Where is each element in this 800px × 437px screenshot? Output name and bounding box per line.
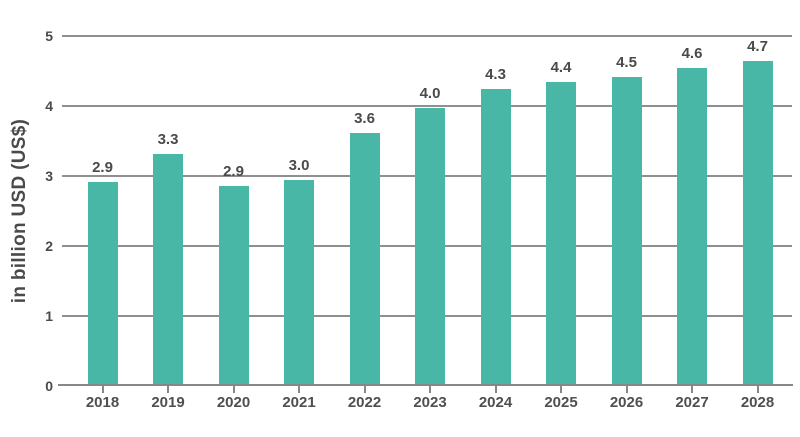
- x-tick-2018: [101, 386, 104, 393]
- bar-column-2025: 4.4: [528, 36, 594, 386]
- bar-column-2022: 3.6: [332, 36, 398, 386]
- bar-column-2026: 4.5: [594, 36, 660, 386]
- y-tick-label-2: 2: [45, 238, 53, 254]
- y-tick-label-4: 4: [45, 98, 53, 114]
- value-label-2023: 4.0: [419, 85, 441, 103]
- value-label-2020: 2.9: [223, 162, 244, 180]
- value-label-2026: 4.5: [616, 53, 637, 71]
- x-tick-2024: [494, 386, 497, 393]
- bar-column-2024: 4.3: [463, 36, 529, 386]
- x-tick-2025: [560, 386, 562, 393]
- bar-2018: [87, 182, 118, 386]
- bar-column-2028: 4.7: [725, 36, 791, 386]
- value-label-2019: 3.3: [157, 131, 179, 149]
- bar-column-2019: 3.3: [135, 36, 201, 386]
- value-label-2022: 3.6: [354, 109, 375, 127]
- bar-2026: [611, 76, 642, 386]
- x-tick-2019: [167, 386, 169, 393]
- x-tick-2026: [625, 386, 628, 393]
- x-axis-label-2019: 2019: [151, 394, 185, 411]
- x-axis-label-2022: 2022: [347, 394, 382, 411]
- x-axis-label-2025: 2025: [544, 394, 578, 411]
- bar-2027: [677, 68, 707, 386]
- x-tick-2023: [429, 386, 431, 393]
- value-label-2021: 3.0: [288, 157, 310, 175]
- bar-2025: [546, 82, 576, 386]
- x-axis-label-2024: 2024: [478, 394, 513, 411]
- bar-2021: [284, 180, 314, 386]
- bar-column-2018: 2.9: [70, 36, 136, 386]
- value-label-2025: 4.4: [550, 59, 572, 77]
- x-tick-2028: [756, 386, 759, 393]
- bar-2022: [349, 132, 380, 386]
- plot-area: 2.9 3.3 2.9 3.0 3.6 4.0 4.3 4.4 4.5 4.6 4.7: [62, 35, 792, 386]
- x-axis-label-2020: 2020: [216, 394, 251, 411]
- x-axis-label-2027: 2027: [675, 394, 709, 411]
- x-axis-line: [58, 384, 793, 386]
- y-axis-title: in billion USD (US$): [9, 118, 30, 304]
- gridline-y4: [62, 105, 792, 107]
- y-tick-label-5: 5: [45, 28, 53, 44]
- y-tick-label-1: 1: [45, 308, 53, 324]
- x-tick-2027: [691, 386, 693, 393]
- value-label-2024: 4.3: [485, 66, 506, 84]
- value-label-2028: 4.7: [747, 38, 768, 56]
- bar-2020: [218, 185, 249, 386]
- bar-2028: [742, 61, 773, 386]
- value-label-2027: 4.6: [681, 45, 703, 63]
- x-tick-2021: [298, 386, 300, 393]
- x-tick-2020: [232, 386, 235, 393]
- x-axis-label-2028: 2028: [740, 394, 775, 411]
- x-tick-2022: [363, 386, 366, 393]
- bar-2024: [480, 89, 511, 386]
- x-axis-label-2023: 2023: [413, 394, 447, 411]
- bar-2019: [153, 154, 183, 386]
- bar-column-2020: 2.9: [201, 36, 267, 386]
- y-tick-label-0: 0: [45, 378, 53, 394]
- x-axis-label-2018: 2018: [85, 394, 120, 411]
- y-tick-label-3: 3: [45, 168, 53, 184]
- value-label-2018: 2.9: [92, 159, 113, 177]
- bar-column-2023: 4.0: [397, 36, 463, 386]
- bar-2023: [415, 108, 445, 386]
- bar-column-2027: 4.6: [659, 36, 725, 386]
- bar-column-2021: 3.0: [266, 36, 332, 386]
- x-axis-label-2026: 2026: [609, 394, 644, 411]
- gridline-y5: [62, 35, 792, 37]
- x-axis-label-2021: 2021: [282, 394, 316, 411]
